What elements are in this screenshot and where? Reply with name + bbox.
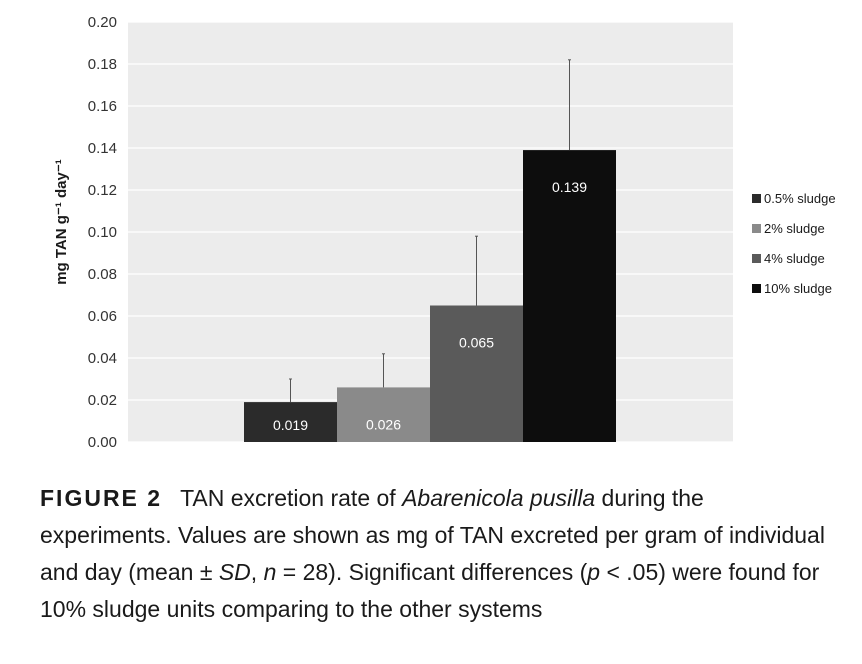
caption-segment: TAN excretion rate of bbox=[180, 485, 403, 511]
y-tick-label: 0.02 bbox=[88, 392, 117, 409]
bar bbox=[337, 387, 430, 442]
bars bbox=[244, 150, 616, 442]
y-axis-ticks: 0.00 0.02 0.04 0.06 0.08 0.10 0.12 0.14 0.16 0.18… bbox=[88, 14, 117, 451]
caption-segment: < .05) were found for 10% sludge units c… bbox=[40, 559, 820, 622]
y-tick-label: 0.04 bbox=[88, 350, 117, 367]
bar bbox=[523, 150, 616, 442]
caption-text: TAN excretion rate of Abarenicola pusill… bbox=[40, 485, 825, 622]
y-tick-label: 0.14 bbox=[88, 140, 117, 157]
caption-segment: during the experiments. Values are shown… bbox=[40, 485, 825, 585]
legend-swatch bbox=[752, 224, 761, 233]
y-tick-label: 0.16 bbox=[88, 98, 117, 115]
data-label: 0.065 bbox=[459, 335, 494, 351]
legend-swatch bbox=[752, 254, 761, 263]
legend-swatch bbox=[752, 284, 761, 293]
legend-entry: 2% sludge bbox=[764, 221, 825, 236]
legend-entry: 4% sludge bbox=[764, 251, 825, 266]
legend-entry: 0.5% sludge bbox=[764, 191, 836, 206]
figure-label: FIGURE 2 bbox=[40, 485, 163, 511]
caption-segment: = 28). Significant differences ( bbox=[276, 559, 588, 585]
bar-chart: 0.00 0.02 0.04 0.06 0.08 0.10 0.12 0.14 0.16 0.18… bbox=[53, 14, 836, 451]
y-tick-label: 0.08 bbox=[88, 266, 117, 283]
legend-entry: 10% sludge bbox=[764, 281, 832, 296]
caption-segment: , bbox=[250, 559, 264, 585]
y-tick-label: 0.20 bbox=[88, 14, 117, 31]
figure-caption: FIGURE 2 TAN excretion rate of Abarenicol… bbox=[40, 480, 830, 628]
y-axis-label: mg TAN g⁻¹ day⁻¹ bbox=[53, 159, 70, 285]
data-label: 0.026 bbox=[366, 416, 401, 432]
caption-segment: p bbox=[587, 559, 601, 585]
bar bbox=[430, 305, 523, 442]
caption-segment: Abarenicola pusilla bbox=[402, 485, 596, 511]
legend-swatch bbox=[752, 194, 761, 203]
error-bars bbox=[289, 59, 571, 403]
data-labels: 0.019 0.026 0.065 0.139 bbox=[273, 179, 587, 433]
caption-segment: n bbox=[263, 559, 277, 585]
caption-segment: SD bbox=[218, 559, 251, 585]
y-tick-label: 0.12 bbox=[88, 182, 117, 199]
legend: 0.5% sludge 2% sludge 4% sludge 10% sludge bbox=[752, 191, 836, 296]
data-label: 0.019 bbox=[273, 417, 308, 433]
y-tick-label: 0.18 bbox=[88, 56, 117, 73]
y-tick-label: 0.10 bbox=[88, 224, 117, 241]
y-tick-label: 0.06 bbox=[88, 308, 117, 325]
y-tick-label: 0.00 bbox=[88, 434, 117, 451]
bar bbox=[244, 402, 337, 442]
data-label: 0.139 bbox=[552, 179, 587, 195]
